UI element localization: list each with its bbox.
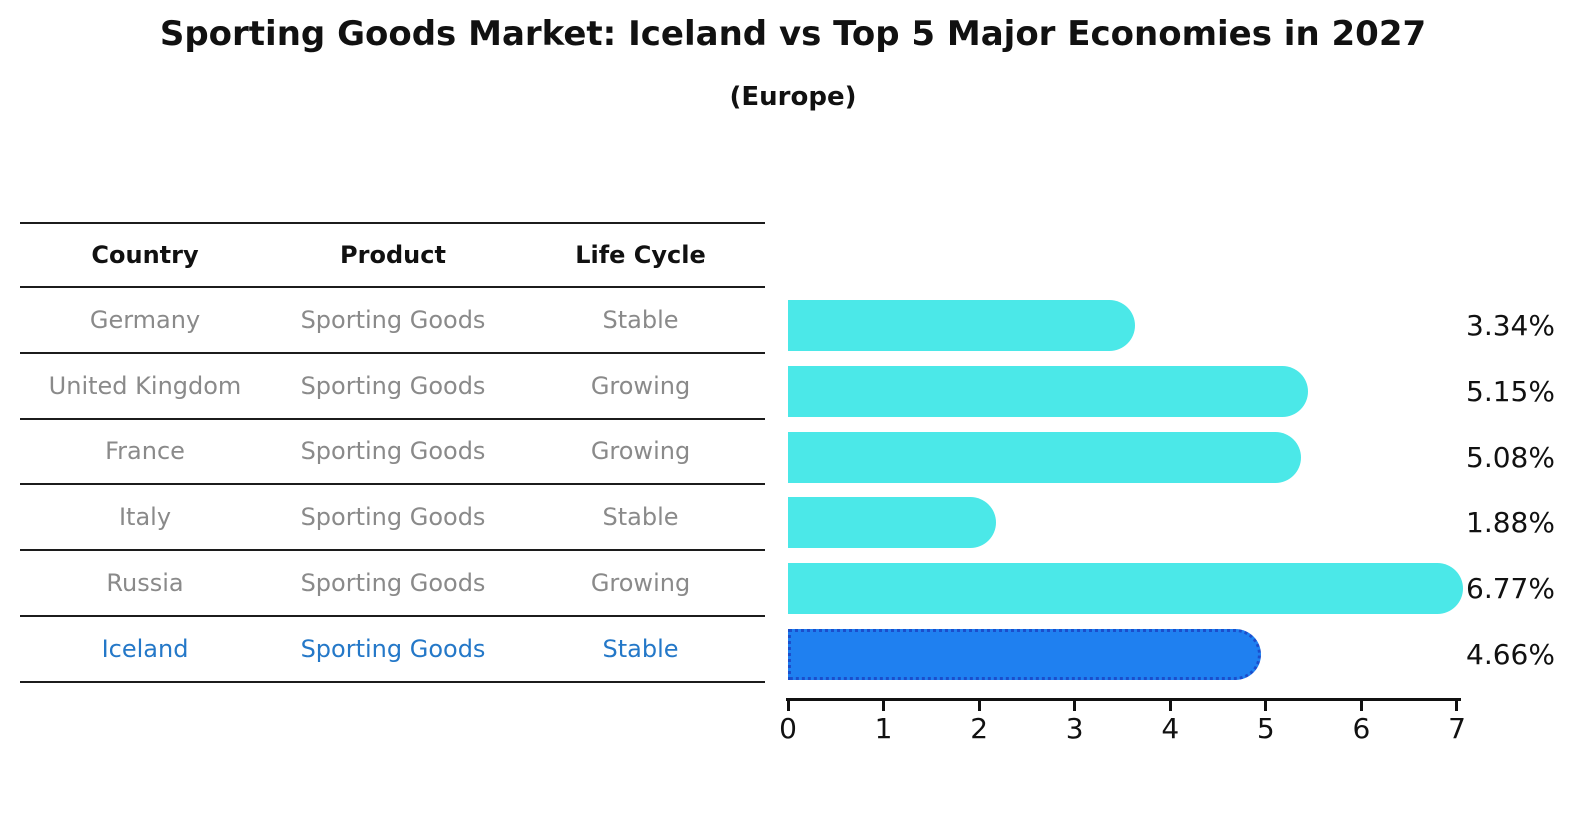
column-header-country: Country: [91, 241, 199, 269]
cell-life-cycle: Stable: [602, 503, 679, 532]
table-row: Italy Sporting Goods Stable: [20, 485, 765, 552]
cell-country: Italy: [118, 503, 172, 532]
cell-country: Russia: [106, 569, 184, 598]
bar-value-label: 6.77%: [1466, 572, 1555, 606]
cell-product: Sporting Goods: [300, 569, 486, 598]
cell-life-cycle: Growing: [590, 569, 691, 598]
x-axis-tick: [882, 701, 886, 711]
x-axis-tick-label: 1: [874, 712, 893, 745]
x-axis-tick: [786, 701, 790, 711]
cell-product: Sporting Goods: [300, 634, 486, 663]
bar-value-label: 4.66%: [1466, 638, 1555, 671]
cell-life-cycle: Stable: [602, 305, 679, 334]
cell-life-cycle: Growing: [590, 371, 691, 400]
x-axis-tick: [1455, 701, 1459, 711]
cell-product: Sporting Goods: [300, 503, 486, 532]
table-row: Russia Sporting Goods Growing: [20, 551, 765, 617]
cell-product: Sporting Goods: [300, 305, 486, 334]
x-axis-tick-label: 0: [779, 712, 797, 745]
table-row-iceland: Iceland Sporting Goods Stable: [20, 617, 765, 683]
cell-country: Germany: [89, 305, 201, 334]
bar-value-label: 5.08%: [1466, 440, 1555, 474]
bar-germany: [788, 300, 1136, 351]
x-axis-tick-label: 7: [1448, 712, 1466, 745]
table-row: United Kingdom Sporting Goods Growing: [20, 354, 765, 420]
cell-country: France: [105, 437, 185, 466]
bar-iceland-highlighted: [788, 629, 1262, 680]
x-axis-line: [786, 698, 1461, 701]
chart-subtitle: (Europe): [729, 82, 857, 112]
table-row: Germany Sporting Goods Stable: [20, 288, 765, 354]
x-axis-tick-label: 3: [1065, 712, 1084, 745]
cell-life-cycle: Growing: [590, 437, 691, 466]
country-table: Country Product Life Cycle Germany Sport…: [20, 222, 765, 683]
x-axis-tick-label: 6: [1352, 712, 1371, 745]
x-axis-tick: [1264, 701, 1268, 711]
x-axis-tick: [977, 701, 981, 711]
bar-value-label: 1.88%: [1466, 506, 1555, 540]
x-axis-tick-label: 4: [1161, 712, 1180, 745]
x-axis-tick-label: 2: [970, 712, 989, 745]
table-header-row: Country Product Life Cycle: [20, 222, 765, 288]
chart-title: Sporting Goods Market: Iceland vs Top 5 …: [159, 14, 1427, 54]
bar-russia: [788, 563, 1463, 615]
x-axis-tick-label: 5: [1256, 712, 1275, 745]
x-axis-tick: [1073, 701, 1077, 711]
bar-value-label: 5.15%: [1466, 374, 1555, 408]
cell-country: Iceland: [101, 634, 189, 663]
table-row: France Sporting Goods Growing: [20, 420, 765, 486]
column-header-life-cycle: Life Cycle: [575, 241, 706, 269]
cell-product: Sporting Goods: [300, 437, 486, 466]
bar-value-label: 3.34%: [1466, 309, 1555, 342]
bar-united-kingdom: [788, 365, 1309, 417]
x-axis-tick: [1168, 701, 1172, 711]
cell-country: United Kingdom: [48, 371, 242, 400]
bar-france: [788, 431, 1302, 483]
column-header-product: Product: [340, 241, 446, 269]
x-axis-tick: [1359, 701, 1363, 711]
cell-product: Sporting Goods: [300, 371, 486, 400]
bar-italy: [788, 497, 996, 549]
cell-life-cycle: Stable: [602, 634, 679, 663]
